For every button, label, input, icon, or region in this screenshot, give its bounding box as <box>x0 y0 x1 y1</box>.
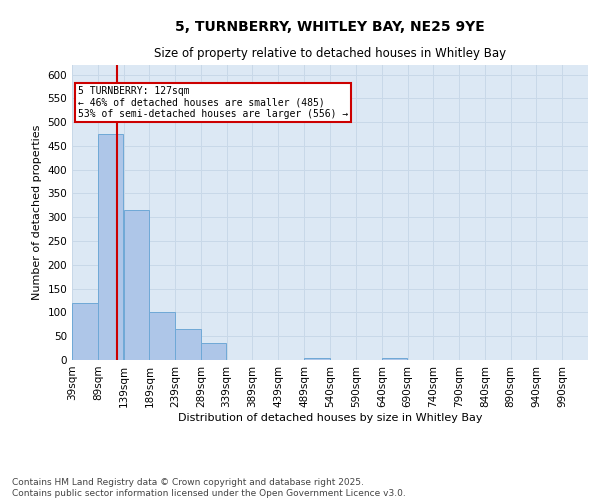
Bar <box>149 312 175 360</box>
Bar <box>72 303 98 360</box>
Text: 5, TURNBERRY, WHITLEY BAY, NE25 9YE: 5, TURNBERRY, WHITLEY BAY, NE25 9YE <box>175 20 485 34</box>
Text: Contains HM Land Registry data © Crown copyright and database right 2025.
Contai: Contains HM Land Registry data © Crown c… <box>12 478 406 498</box>
Bar <box>304 358 330 360</box>
Text: 5 TURNBERRY: 127sqm
← 46% of detached houses are smaller (485)
53% of semi-detac: 5 TURNBERRY: 127sqm ← 46% of detached ho… <box>77 86 348 119</box>
Bar <box>382 358 407 360</box>
Bar <box>201 344 226 360</box>
Bar <box>98 134 123 360</box>
Y-axis label: Number of detached properties: Number of detached properties <box>32 125 42 300</box>
Bar <box>175 329 200 360</box>
Text: Size of property relative to detached houses in Whitley Bay: Size of property relative to detached ho… <box>154 48 506 60</box>
Bar <box>124 210 149 360</box>
X-axis label: Distribution of detached houses by size in Whitley Bay: Distribution of detached houses by size … <box>178 412 482 422</box>
